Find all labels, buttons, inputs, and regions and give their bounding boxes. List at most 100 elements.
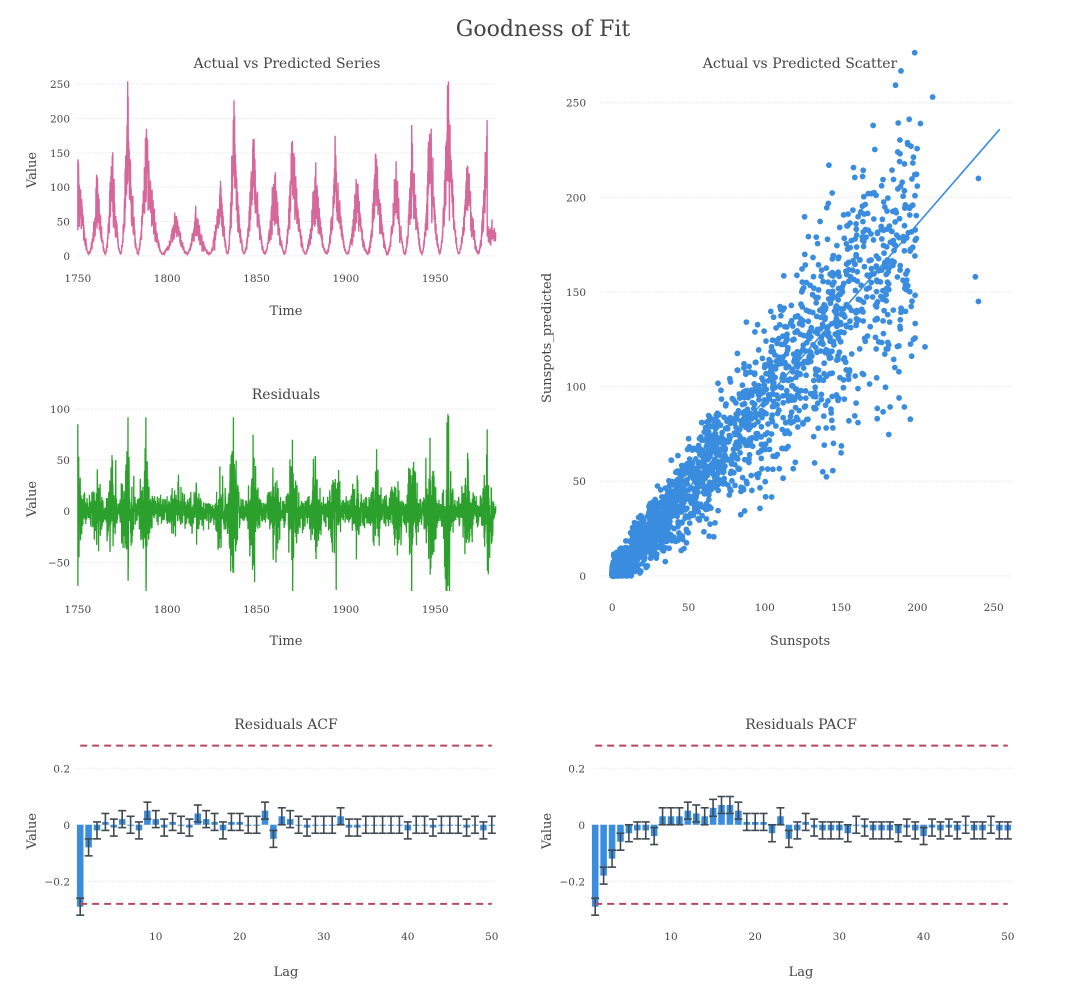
acf-bars-group bbox=[76, 744, 496, 916]
scatter-point bbox=[770, 466, 776, 473]
scatter-point bbox=[611, 554, 618, 561]
scatter-point bbox=[903, 271, 909, 277]
scatter-point bbox=[851, 413, 858, 419]
scatter-point bbox=[912, 253, 918, 259]
residuals-ytick-label: 100 bbox=[50, 404, 70, 416]
residuals-ytick-label: −50 bbox=[48, 557, 70, 569]
scatter-point bbox=[741, 456, 748, 463]
scatter-point bbox=[826, 355, 833, 361]
scatter-point bbox=[860, 318, 867, 324]
scatter-point bbox=[860, 309, 866, 315]
acf-xtick-label: 50 bbox=[485, 931, 498, 943]
series-xtick-label: 1950 bbox=[422, 273, 449, 285]
scatter-point bbox=[780, 399, 787, 406]
scatter-point bbox=[769, 337, 776, 344]
scatter-point bbox=[682, 479, 689, 485]
scatter-point bbox=[799, 279, 806, 285]
scatter-point bbox=[699, 504, 706, 510]
scatter-point bbox=[807, 349, 814, 356]
scatter-point bbox=[835, 285, 842, 292]
scatter-point bbox=[730, 446, 737, 453]
scatter-point bbox=[880, 199, 887, 205]
scatter-point bbox=[734, 350, 741, 357]
acf-bar bbox=[76, 824, 84, 907]
scatter-point bbox=[861, 263, 868, 270]
scatter-point bbox=[755, 347, 762, 353]
scatter-ytick-label: 250 bbox=[566, 98, 586, 110]
scatter-point bbox=[901, 285, 908, 292]
scatter-point bbox=[754, 321, 761, 328]
series-ytick-label: 0 bbox=[63, 251, 70, 263]
scatter-point bbox=[897, 326, 904, 332]
scatter-point bbox=[774, 410, 781, 417]
scatter-point bbox=[762, 493, 769, 500]
scatter-point bbox=[701, 460, 708, 467]
scatter-point bbox=[870, 216, 877, 222]
scatter-point bbox=[873, 288, 880, 295]
scatter-point bbox=[654, 483, 661, 489]
acf-ytick-label: 0.2 bbox=[53, 763, 70, 775]
scatter-point bbox=[825, 279, 831, 285]
series-xtick-label: 1900 bbox=[333, 273, 360, 285]
scatter-point bbox=[763, 410, 769, 417]
series-line bbox=[77, 81, 497, 257]
scatter-point bbox=[758, 447, 765, 454]
scatter-point bbox=[714, 421, 721, 427]
scatter-point bbox=[760, 377, 766, 384]
scatter-point bbox=[759, 414, 765, 421]
scatter-point bbox=[912, 192, 918, 199]
scatter-point bbox=[729, 395, 736, 402]
scatter-point bbox=[673, 488, 680, 495]
scatter-point bbox=[758, 434, 764, 440]
residuals-xtick-label: 1800 bbox=[154, 604, 181, 616]
scatter-point bbox=[787, 376, 793, 382]
scatter-point bbox=[761, 382, 768, 388]
scatter-point bbox=[867, 323, 874, 330]
scatter-point bbox=[680, 499, 687, 506]
scatter-point bbox=[721, 475, 727, 482]
pacf-ytick-label: 0.2 bbox=[568, 763, 585, 775]
scatter-point bbox=[662, 525, 669, 532]
scatter-point bbox=[818, 391, 825, 398]
scatter-point bbox=[851, 276, 857, 283]
scatter-xtick-label: 0 bbox=[609, 602, 616, 614]
scatter-point bbox=[714, 446, 720, 453]
scatter-point bbox=[629, 531, 636, 538]
scatter-point bbox=[663, 533, 669, 540]
pacf-bar bbox=[591, 824, 599, 907]
scatter-point bbox=[712, 520, 718, 526]
scatter-point bbox=[812, 329, 819, 335]
scatter-point bbox=[737, 418, 744, 424]
scatter-point bbox=[715, 481, 721, 488]
scatter-point bbox=[860, 371, 867, 378]
scatter-point bbox=[769, 412, 776, 418]
scatter-point bbox=[715, 507, 721, 514]
scatter-point bbox=[853, 226, 860, 233]
scatter-point bbox=[810, 433, 817, 440]
scatter-point bbox=[893, 209, 900, 216]
scatter-point bbox=[777, 306, 784, 313]
scatter-point bbox=[655, 535, 661, 542]
scatter-point bbox=[873, 192, 879, 199]
scatter-point bbox=[717, 459, 723, 466]
scatter-point bbox=[823, 265, 830, 271]
scatter-point bbox=[798, 387, 804, 394]
scatter-point bbox=[754, 412, 760, 418]
scatter-point bbox=[648, 552, 655, 558]
scatter-point bbox=[783, 338, 789, 345]
scatter-point bbox=[834, 323, 840, 330]
scatter-point bbox=[749, 487, 755, 494]
scatter-point bbox=[637, 568, 644, 575]
scatter-point bbox=[670, 508, 677, 515]
scatter-point bbox=[870, 237, 877, 243]
scatter-point bbox=[737, 437, 743, 444]
scatter-point bbox=[727, 486, 733, 493]
scatter-point bbox=[708, 482, 715, 488]
residuals-line bbox=[77, 414, 497, 592]
scatter-point bbox=[855, 213, 861, 220]
scatter-point bbox=[812, 344, 819, 351]
scatter-point bbox=[847, 324, 854, 331]
scatter-point bbox=[911, 49, 918, 56]
scatter-point bbox=[901, 187, 908, 194]
acf-xtick-label: 20 bbox=[233, 931, 246, 943]
